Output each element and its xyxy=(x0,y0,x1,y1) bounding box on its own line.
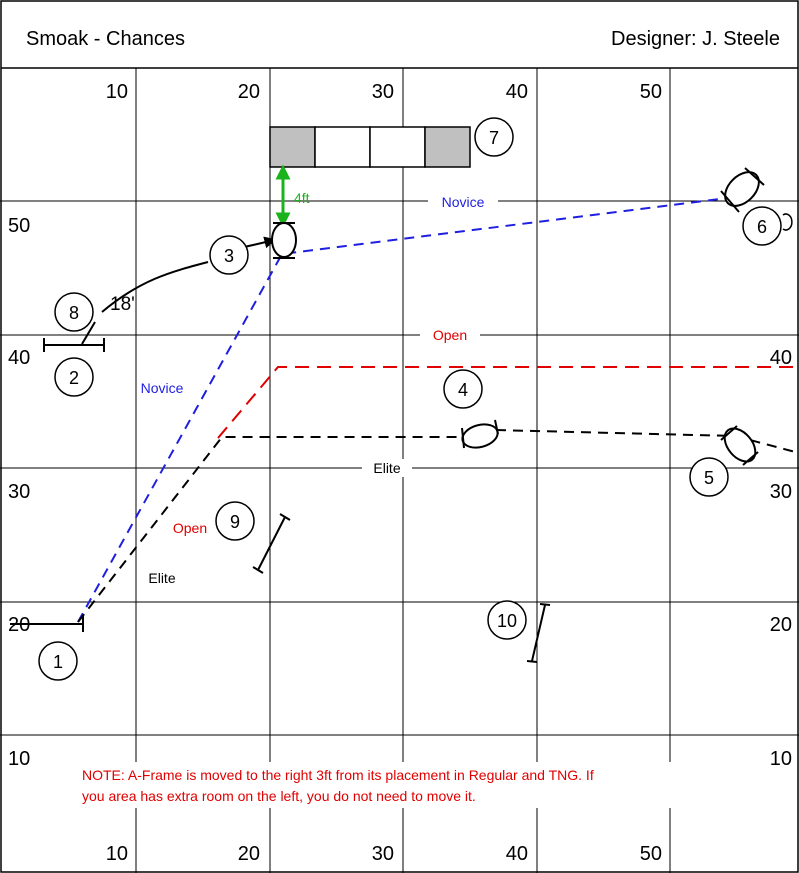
obstacle-number-7: 7 xyxy=(489,128,499,148)
obstacle-number-5-circle xyxy=(689,457,729,497)
axis-right-10: 10 xyxy=(770,748,792,770)
jump-bar-10 xyxy=(531,604,546,662)
obstacle-6: 6 xyxy=(720,167,793,246)
axis-top-10: 10 xyxy=(106,81,128,103)
note-line-2: you area has extra room on the left, you… xyxy=(82,788,476,804)
obstacle-number-9-circle xyxy=(215,501,255,541)
path-label-novice-left: Novice xyxy=(141,380,184,396)
obstacle-number-9: 9 xyxy=(230,512,240,532)
path-novice xyxy=(77,198,721,623)
obstacle-number-4: 4 xyxy=(458,380,468,400)
axis-bottom-40: 40 xyxy=(506,843,528,865)
aframe-board-right xyxy=(369,126,426,168)
axis-right-20: 20 xyxy=(770,614,792,636)
obstacle-number-5: 5 xyxy=(704,468,714,488)
measure-18ft-curve xyxy=(101,261,209,313)
obstacle-1: 1 xyxy=(10,616,84,681)
obstacle-3: 3 xyxy=(209,222,297,275)
axis-left-50: 50 xyxy=(8,215,30,237)
axis-bottom-30: 30 xyxy=(372,843,394,865)
obstacle-number-6-circle xyxy=(742,206,782,246)
tire-3 xyxy=(271,222,297,258)
obstacle-number-4-circle xyxy=(443,369,483,409)
axis-bottom-20: 20 xyxy=(238,843,260,865)
obstacle-number-2: 2 xyxy=(69,368,79,388)
axis-left-40: 40 xyxy=(8,347,30,369)
path-label-elite-mid: Elite xyxy=(373,460,400,476)
axis-bottom-50: 50 xyxy=(640,843,662,865)
path-open xyxy=(217,366,799,439)
obstacle-number-2-circle xyxy=(54,357,94,397)
obstacle-10: 10 xyxy=(487,600,551,663)
obstacle-number-10-circle xyxy=(487,600,527,640)
obstacle-number-7-circle xyxy=(474,117,514,157)
obstacle-number-6: 6 xyxy=(757,217,767,237)
obstacle-8-2: 8 2 xyxy=(43,292,105,397)
aframe-contact-left xyxy=(269,126,316,168)
path-label-novice-top: Novice xyxy=(442,194,485,210)
axis-right-30: 30 xyxy=(770,481,792,503)
note-line-1: NOTE: A-Frame is moved to the right 3ft … xyxy=(82,767,594,783)
obstacle-number-1-circle xyxy=(38,641,78,681)
obstacle-9: 9 xyxy=(215,501,291,574)
aframe-board-left xyxy=(314,126,371,168)
tire-6 xyxy=(724,171,760,207)
obstacle-5: 5 xyxy=(689,425,759,497)
obstacle-number-8: 8 xyxy=(69,303,79,323)
axis-left-30: 30 xyxy=(8,481,30,503)
aframe-contact-right xyxy=(424,126,471,168)
axis-top-20: 20 xyxy=(238,81,260,103)
axis-top-30: 30 xyxy=(372,81,394,103)
measure-18ft-label: 18' xyxy=(110,294,135,315)
label-bg-elite-mid xyxy=(362,459,412,477)
measure-4ft-label: 4ft xyxy=(294,190,310,206)
aframe: 7 xyxy=(269,117,514,168)
axis-labels: 10 20 30 40 50 10 20 30 40 50 50 40 30 2… xyxy=(8,81,792,865)
path-label-open-left: Open xyxy=(173,520,207,536)
obstacle-4: 4 xyxy=(443,369,499,449)
obstacle-number-3-circle xyxy=(209,235,249,275)
designer-label: Designer: J. Steele xyxy=(611,28,780,50)
course-title: Smoak - Chances xyxy=(26,28,185,50)
label-bg-novice-top xyxy=(428,193,498,211)
axis-left-10: 10 xyxy=(8,748,30,770)
path-label-elite-left: Elite xyxy=(148,570,175,586)
note-bg xyxy=(76,762,756,808)
path-label-open-top: Open xyxy=(433,327,467,343)
axis-top-50: 50 xyxy=(640,81,662,103)
jump-bar-9 xyxy=(257,516,286,571)
obstacle-number-3: 3 xyxy=(224,246,234,266)
label-bg-open-top xyxy=(420,326,480,344)
obstacle-number-8-circle xyxy=(54,292,94,332)
axis-top-40: 40 xyxy=(506,81,528,103)
obstacle-number-10: 10 xyxy=(497,611,517,631)
axis-right-40: 40 xyxy=(770,347,792,369)
obstacle-number-1: 1 xyxy=(53,652,63,672)
axis-bottom-10: 10 xyxy=(106,843,128,865)
tire-5 xyxy=(723,427,757,463)
